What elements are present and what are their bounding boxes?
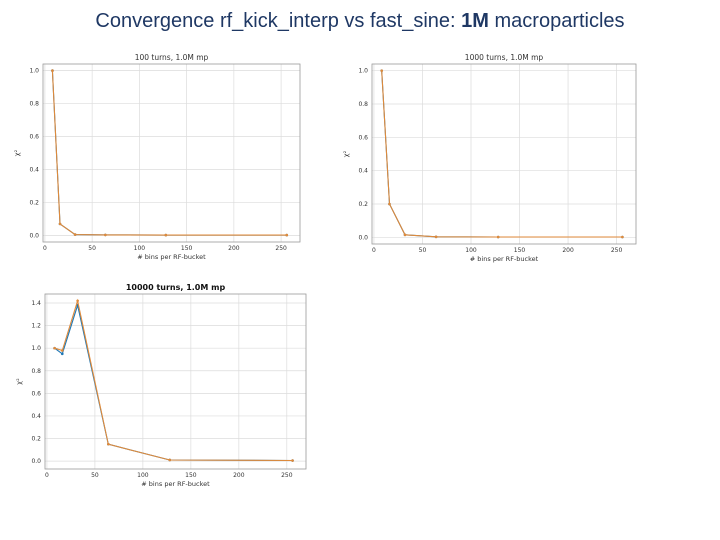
series-point-1 [380,69,384,72]
series-point-1 [168,458,172,462]
series-point-1 [388,202,391,206]
y-tick-label: 0.2 [29,199,39,206]
y-tick-label: 0.0 [31,458,41,465]
series-point-1 [621,235,624,239]
series-point-1 [403,233,407,237]
y-tick-label: 0.2 [31,436,41,443]
y-tick-label: 1.0 [31,345,41,352]
y-tick-label: 0.0 [29,232,39,239]
series-line-1 [381,70,623,238]
series-point-1 [285,233,289,237]
plot-frame [42,63,301,243]
series-point-1 [76,299,79,303]
slide-title-prefix: Convergence rf_kick_interp vs fast_sine: [95,10,462,32]
y-axis-label: χ² [13,149,21,156]
series-point-1 [496,235,500,239]
x-axis-label: # bins per RF-bucket [141,480,210,488]
series-point-0 [60,352,64,356]
x-tick-label: 150 [185,472,197,479]
chart-title: 10000 turns, 1.0M mp [126,283,226,292]
y-axis-label: χ² [15,378,23,385]
y-tick-label: 0.2 [358,201,368,208]
series-point-1 [60,349,64,352]
x-tick-label: 100 [137,472,149,479]
x-tick-label: 100 [134,245,146,252]
x-tick-label: 50 [91,472,99,479]
y-tick-label: 1.2 [31,323,41,330]
series-line-0 [51,70,287,236]
slide-title: Convergence rf_kick_interp vs fast_sine:… [0,10,720,33]
y-tick-label: 1.4 [31,300,41,307]
slide-title-bold: 1M [461,10,489,32]
slide-title-suffix: macroparticles [488,10,625,32]
y-tick-label: 0.4 [29,166,39,173]
chart-10000-turns: 10000 turns, 1.0M mp 0 50 100 150 200 250 0.0 0.… [15,283,307,488]
y-tick-label: 1.0 [29,68,39,75]
y-tick-label: 0.8 [29,101,39,108]
x-tick-label: 0 [43,245,47,252]
x-axis-label: # bins per RF-bucket [470,255,539,263]
x-tick-label: 150 [514,247,526,254]
y-tick-label: 0.4 [31,413,41,420]
series-point-1 [53,346,56,350]
chart-100-turns: 100 turns, 1.0M mp 0 50 100 150 200 250 0.0 0.2 0… [13,53,301,261]
y-tick-label: 0.4 [358,168,368,175]
chart-title: 100 turns, 1.0M mp [135,53,209,62]
y-tick-label: 0.8 [31,368,41,375]
y-tick-label: 0.6 [31,390,41,397]
x-tick-label: 50 [88,245,96,252]
series-line-0 [54,303,293,462]
x-tick-label: 100 [465,247,477,254]
y-tick-label: 0.8 [358,101,368,108]
x-tick-label: 250 [611,247,623,254]
series-line-1 [54,298,293,462]
y-tick-label: 0.6 [358,134,368,141]
y-axis-label: χ² [342,150,350,157]
x-tick-label: 0 [372,247,376,254]
x-tick-label: 250 [281,472,293,479]
series-point-1 [434,235,438,239]
series-line-1 [51,70,287,236]
x-tick-label: 50 [419,247,427,254]
series-point-1 [73,233,77,236]
plot-frame [371,63,637,245]
plot-frame [44,293,307,470]
y-tick-label: 0.6 [29,134,39,141]
series-line-0 [381,70,623,238]
x-tick-label: 200 [233,472,245,479]
x-tick-label: 250 [275,245,287,252]
y-tick-label: 0.0 [358,234,368,241]
chart-1000-turns: 1000 turns, 1.0M mp 0 50 100 150 200 250 0.0 0.2… [342,53,637,263]
series-point-1 [291,459,294,462]
y-tick-label: 1.0 [358,68,368,75]
chart-title: 1000 turns, 1.0M mp [465,53,544,62]
series-point-1 [164,233,168,237]
series-point-1 [58,222,62,226]
x-tick-label: 150 [181,245,193,252]
series-point-1 [104,233,107,237]
x-tick-label: 200 [562,247,574,254]
x-tick-label: 200 [228,245,240,252]
series-point-1 [107,442,110,446]
x-tick-label: 0 [45,472,49,479]
series-point-1 [51,69,54,72]
x-axis-label: # bins per RF-bucket [137,253,206,261]
